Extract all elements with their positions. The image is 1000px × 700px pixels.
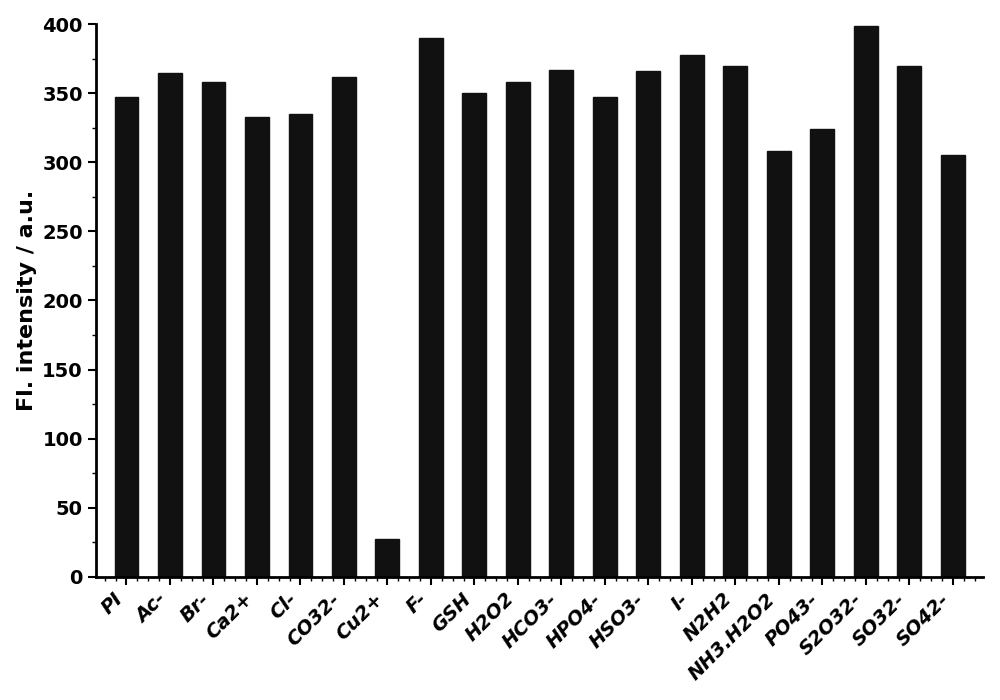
Bar (245, 117, 269, 577)
Bar (506, 82, 530, 577)
Bar (897, 66, 921, 577)
Bar (723, 66, 747, 577)
Bar (854, 25, 878, 577)
Bar (462, 93, 486, 577)
Bar (158, 73, 182, 577)
Bar (680, 55, 704, 577)
Bar (810, 130, 834, 577)
Y-axis label: Fl. intensity / a.u.: Fl. intensity / a.u. (17, 190, 37, 411)
Bar (202, 82, 225, 577)
Bar (636, 71, 660, 577)
Bar (593, 97, 617, 577)
Bar (549, 70, 573, 577)
Bar (375, 540, 399, 577)
Bar (941, 155, 965, 577)
Bar (289, 114, 312, 577)
Bar (115, 97, 138, 577)
Bar (419, 38, 443, 577)
Bar (767, 151, 791, 577)
Bar (332, 77, 356, 577)
